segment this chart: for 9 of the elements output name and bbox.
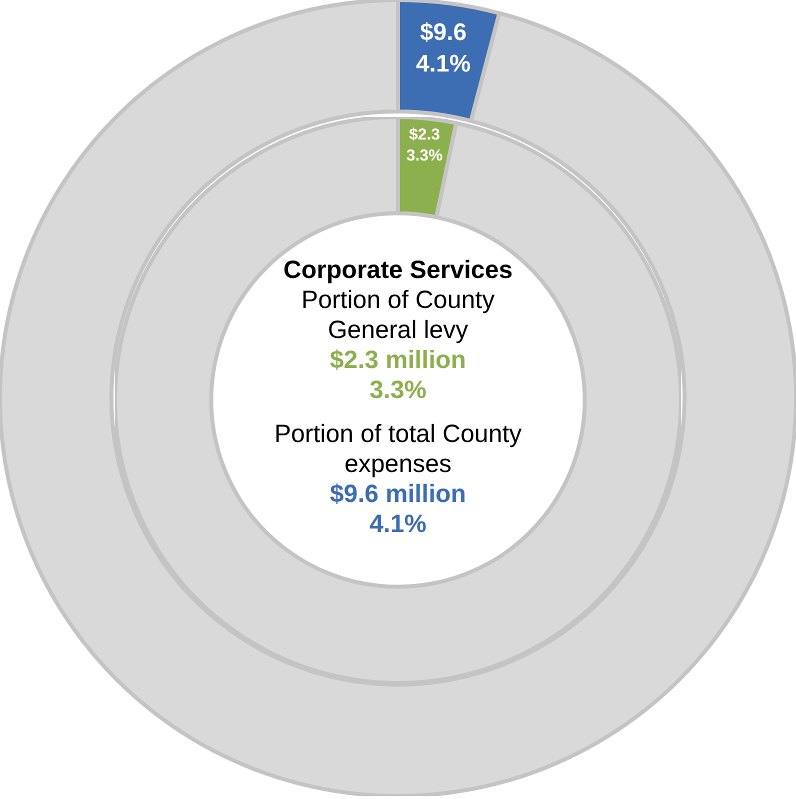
data-label: $9.6 4.1% [416, 19, 471, 78]
text: Portion of County General levy [300, 285, 496, 345]
text: 3.3% [368, 375, 428, 405]
text: Portion of total County expenses [273, 419, 523, 479]
text: 4.1% [368, 509, 428, 539]
text: $9.6 million [328, 479, 468, 509]
data-label: $2.3 3.3% [406, 126, 443, 164]
text: $2.3 million [328, 345, 468, 375]
text: Corporate Services [282, 255, 514, 285]
